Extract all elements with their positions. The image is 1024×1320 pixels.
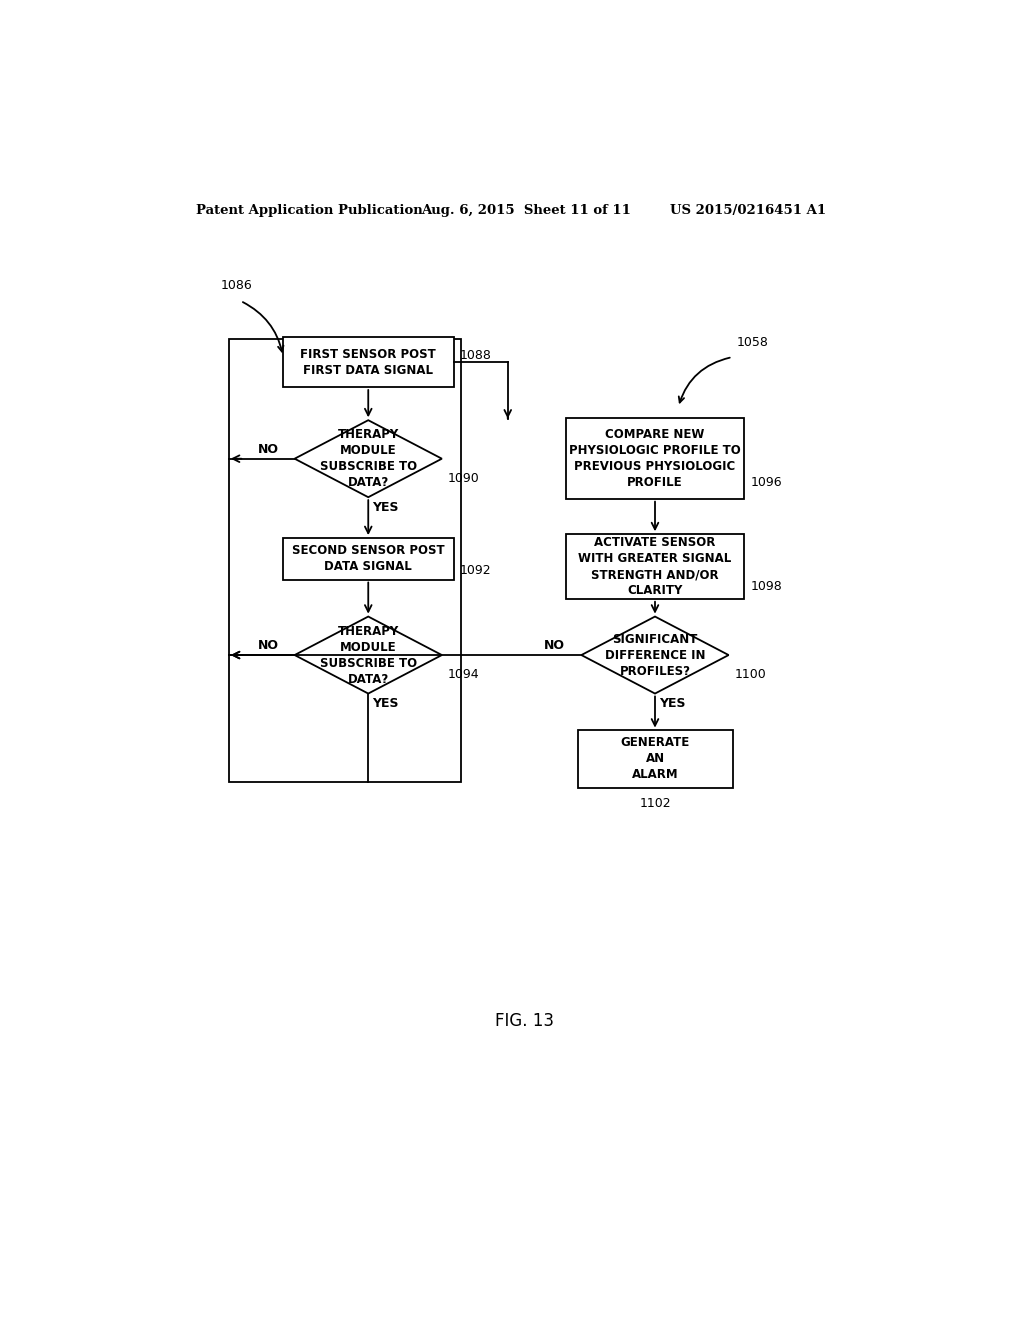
Polygon shape [582,616,729,693]
Text: NO: NO [257,442,279,455]
Text: Patent Application Publication: Patent Application Publication [197,205,423,218]
Text: 1096: 1096 [751,475,782,488]
Bar [566,533,744,599]
Text: FIG. 13: FIG. 13 [496,1012,554,1030]
Text: YES: YES [372,502,398,513]
Text: SECOND SENSOR POST
DATA SIGNAL: SECOND SENSOR POST DATA SIGNAL [292,544,444,573]
Text: GENERATE
AN
ALARM: GENERATE AN ALARM [621,737,689,781]
Bar [283,537,454,579]
Text: 1092: 1092 [460,564,492,577]
Text: US 2015/0216451 A1: US 2015/0216451 A1 [671,205,826,218]
Text: ACTIVATE SENSOR
WITH GREATER SIGNAL
STRENGTH AND/OR
CLARITY: ACTIVATE SENSOR WITH GREATER SIGNAL STRE… [579,536,731,597]
Text: COMPARE NEW
PHYSIOLOGIC PROFILE TO
PREVIOUS PHYSIOLOGIC
PROFILE: COMPARE NEW PHYSIOLOGIC PROFILE TO PREVI… [569,428,741,490]
Text: 1088: 1088 [460,348,492,362]
Text: 1100: 1100 [735,668,767,681]
Text: 1086: 1086 [221,280,253,292]
Text: 1094: 1094 [449,668,479,681]
Text: Aug. 6, 2015  Sheet 11 of 11: Aug. 6, 2015 Sheet 11 of 11 [421,205,631,218]
Polygon shape [295,420,442,498]
Text: YES: YES [658,697,685,710]
Bar [566,418,744,499]
Text: THERAPY
MODULE
SUBSCRIBE TO
DATA?: THERAPY MODULE SUBSCRIBE TO DATA? [319,428,417,490]
Bar [578,730,732,788]
Text: FIRST SENSOR POST
FIRST DATA SIGNAL: FIRST SENSOR POST FIRST DATA SIGNAL [300,348,436,378]
Text: 1098: 1098 [751,579,782,593]
Text: NO: NO [257,639,279,652]
Text: THERAPY
MODULE
SUBSCRIBE TO
DATA?: THERAPY MODULE SUBSCRIBE TO DATA? [319,624,417,685]
Text: 1102: 1102 [640,797,671,809]
Text: YES: YES [372,697,398,710]
Text: NO: NO [544,639,565,652]
Bar [283,338,454,388]
Text: SIGNIFICANT
DIFFERENCE IN
PROFILES?: SIGNIFICANT DIFFERENCE IN PROFILES? [605,632,706,677]
Text: 1090: 1090 [449,471,480,484]
Text: 1058: 1058 [736,335,768,348]
Bar [228,339,461,781]
Polygon shape [295,616,442,693]
